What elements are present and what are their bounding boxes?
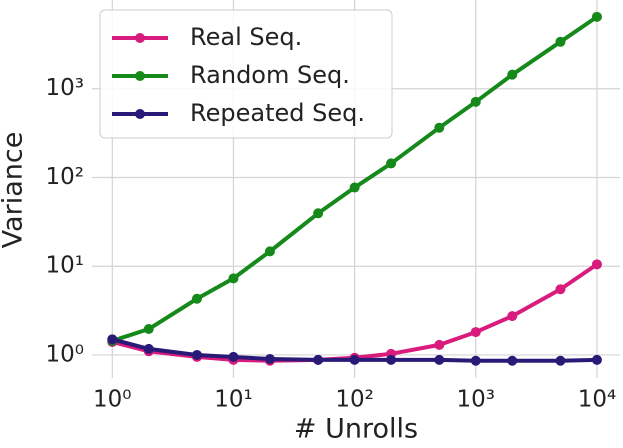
legend-marker [135,71,145,81]
y-tick-label: 10² [46,164,85,190]
data-point [349,354,360,365]
data-point [555,284,566,295]
legend-label: Repeated Seq. [190,99,365,127]
data-point [107,334,118,345]
legend-label: Real Seq. [190,23,302,51]
x-tick-label: 10⁰ [93,387,132,413]
y-axis-label: Variance [0,132,29,249]
data-point [434,354,445,365]
data-point [313,354,324,365]
legend-marker [135,33,145,43]
data-point [507,69,518,80]
data-point [555,355,566,366]
data-point [555,36,566,47]
x-tick-label: 10² [335,387,374,413]
legend: Real Seq. Random Seq. Repeated Seq. [99,9,393,139]
x-axis-label: # Unrolls [294,414,418,445]
data-point [507,311,518,322]
legend-box [99,9,393,139]
y-tick-label: 10³ [46,75,85,101]
data-point [386,354,397,365]
x-tick-label: 10³ [457,387,496,413]
data-point [143,343,154,354]
x-tick-label: 10¹ [214,387,253,413]
data-point [470,355,481,366]
x-tick-label: 10⁴ [578,387,617,413]
data-point [264,246,275,257]
data-point [470,327,481,338]
data-point [507,355,518,366]
y-tick-label: 10⁰ [46,341,85,367]
legend-label: Random Seq. [190,61,350,89]
data-point [228,273,239,284]
legend-marker [135,109,145,119]
data-point [349,182,360,193]
data-point [591,259,602,270]
data-point [191,349,202,360]
data-point [591,11,602,22]
data-point [191,293,202,304]
data-point [264,354,275,365]
data-point [434,122,445,133]
data-point [591,354,602,365]
data-point [313,208,324,219]
y-tick-label: 10¹ [46,253,85,279]
data-point [386,158,397,169]
data-point [434,339,445,350]
data-point [143,324,154,335]
data-point [470,96,481,107]
data-point [228,351,239,362]
